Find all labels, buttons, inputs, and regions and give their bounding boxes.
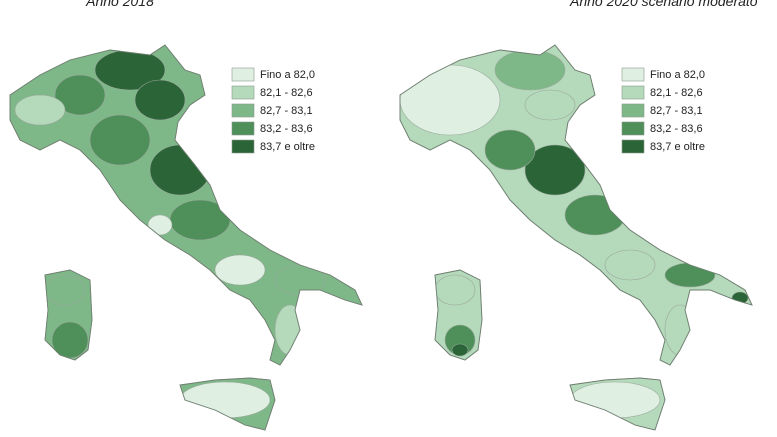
outline	[399, 44, 753, 366]
legend-swatch	[621, 121, 645, 136]
map	[399, 44, 753, 431]
legend-swatch	[621, 67, 645, 82]
legend-label: 82,1 - 82,6	[260, 87, 313, 99]
outline	[44, 269, 93, 361]
region	[134, 79, 186, 121]
region	[400, 64, 501, 136]
legend-swatch	[231, 103, 255, 118]
legend-label: 83,2 - 83,6	[260, 123, 313, 135]
region	[149, 144, 211, 196]
map	[9, 44, 363, 431]
map-title: Anno 2018	[85, 0, 154, 9]
outline	[569, 377, 666, 431]
region	[484, 129, 536, 171]
region	[147, 214, 173, 236]
region	[664, 262, 716, 288]
legend-label: 82,7 - 83,1	[650, 105, 703, 117]
legend-label: 83,7 e oltre	[260, 141, 315, 153]
region	[604, 249, 656, 281]
outline	[434, 269, 483, 361]
legend-swatch	[231, 85, 255, 100]
region	[434, 274, 476, 306]
legend-label: 83,2 - 83,6	[650, 123, 703, 135]
map-title: Anno 2020 scenario moderato	[569, 0, 758, 9]
outline	[179, 377, 276, 431]
region	[451, 343, 469, 357]
region	[89, 114, 151, 166]
region	[214, 254, 266, 286]
region	[179, 381, 271, 419]
region	[664, 304, 696, 356]
region	[569, 381, 661, 419]
region	[274, 304, 306, 356]
legend-swatch	[231, 67, 255, 82]
legend-swatch	[231, 121, 255, 136]
legend-label: 82,7 - 83,1	[260, 105, 313, 117]
region	[731, 291, 749, 305]
legend-swatch	[621, 85, 645, 100]
region	[14, 94, 66, 126]
legend-swatch	[621, 139, 645, 154]
region	[524, 144, 586, 196]
legend-label: 82,1 - 82,6	[650, 87, 703, 99]
legend-label: Fino a 82,0	[260, 69, 315, 81]
legend-swatch	[231, 139, 255, 154]
region	[524, 89, 576, 121]
region	[44, 274, 86, 306]
outline	[9, 44, 363, 366]
region	[494, 49, 566, 91]
region	[564, 194, 626, 236]
region	[54, 74, 106, 116]
legend-label: Fino a 82,0	[650, 69, 705, 81]
legend-swatch	[621, 103, 645, 118]
region	[169, 199, 231, 241]
legend-label: 83,7 e oltre	[650, 141, 705, 153]
